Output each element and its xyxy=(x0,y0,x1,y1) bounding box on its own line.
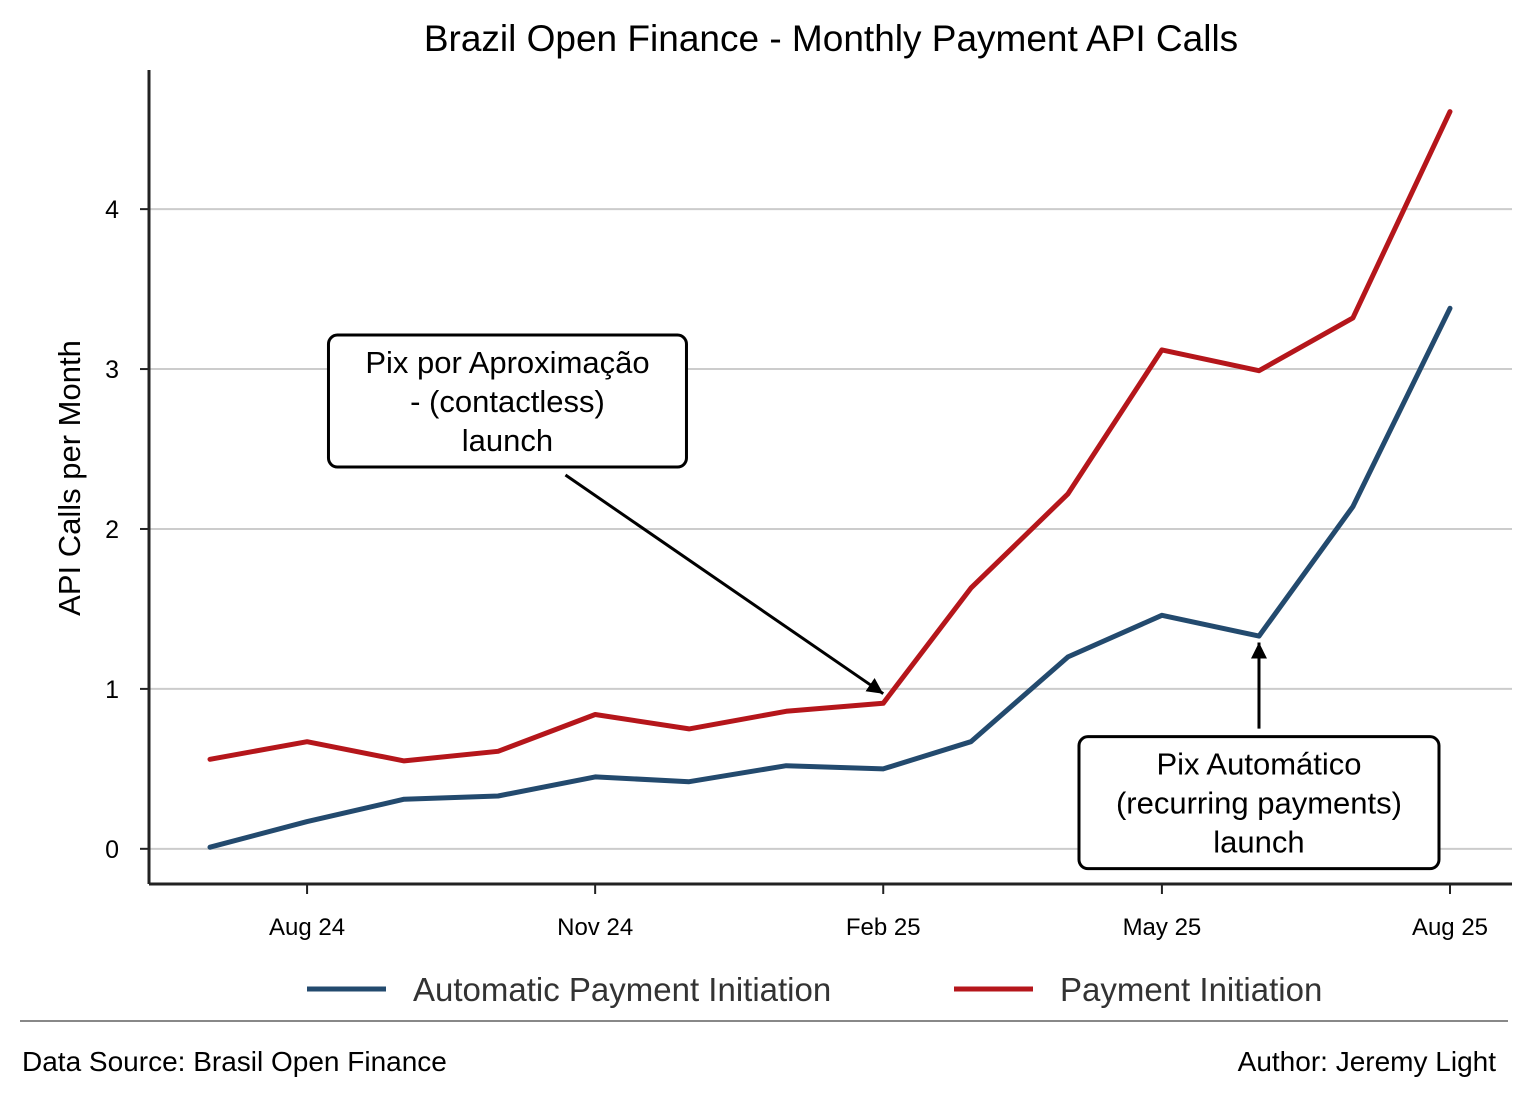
text-layer: Brazil Open Finance - Monthly Payment AP… xyxy=(52,18,1238,616)
footer: Data Source: Brasil Open Finance Author:… xyxy=(20,1020,1508,1077)
series-layer xyxy=(207,109,1453,850)
chart-title: Brazil Open Finance - Monthly Payment AP… xyxy=(424,18,1238,59)
y-tick-label: 4 xyxy=(105,196,119,224)
annotation-pix-automatico: Pix Automático (recurring payments) launch xyxy=(1077,642,1441,871)
annotation-text-line: - (contactless) xyxy=(410,384,605,419)
author-note: Author: Jeremy Light xyxy=(1238,1046,1497,1077)
annotation-layer: Pix por Aproximação - (contactless) launch… xyxy=(326,333,1441,871)
x-tick-label: May 25 xyxy=(1123,914,1202,941)
annotation-box xyxy=(1077,735,1441,871)
annotation-text-line: (recurring payments) xyxy=(1116,786,1402,821)
y-axis-label: API Calls per Month xyxy=(52,340,87,616)
y-tick-label: 2 xyxy=(105,516,119,544)
annotation-pix-por-aproximacao: Pix por Aproximação - (contactless) launch xyxy=(326,333,885,695)
annotation-arrow xyxy=(564,473,885,695)
x-tick-label: Nov 24 xyxy=(557,914,633,941)
annotation-text-line: launch xyxy=(1213,825,1304,860)
x-tick-label: Aug 24 xyxy=(269,914,345,941)
annotation-box xyxy=(326,333,688,469)
x-tick-label: Feb 25 xyxy=(846,914,921,941)
legend-label: Automatic Payment Initiation xyxy=(413,971,831,1008)
legend-item-automatic-payment-initiation: Automatic Payment Initiation xyxy=(307,971,831,1008)
legend-item-payment-initiation: Payment Initiation xyxy=(954,971,1322,1008)
data-source-note: Data Source: Brasil Open Finance xyxy=(22,1046,447,1077)
series-line-automatic-payment-initiation xyxy=(207,305,1453,850)
annotation-text-line: Pix Automático xyxy=(1156,747,1361,782)
annotation-text-line: Pix por Aproximação xyxy=(365,345,649,380)
x-tick-label: Aug 25 xyxy=(1412,914,1488,941)
axes-layer: 0 1 2 3 4 Aug 24 Nov 24 Feb 25 May 25 Aug 25 xyxy=(105,70,1512,941)
y-tick-label: 1 xyxy=(105,676,119,704)
legend: Automatic Payment Initiation Payment Init… xyxy=(307,971,1322,1008)
annotation-text-line: launch xyxy=(462,423,553,458)
y-tick-label: 0 xyxy=(105,836,119,864)
series-line-payment-initiation xyxy=(207,109,1453,764)
legend-label: Payment Initiation xyxy=(1060,971,1322,1008)
y-tick-label: 3 xyxy=(105,356,119,384)
